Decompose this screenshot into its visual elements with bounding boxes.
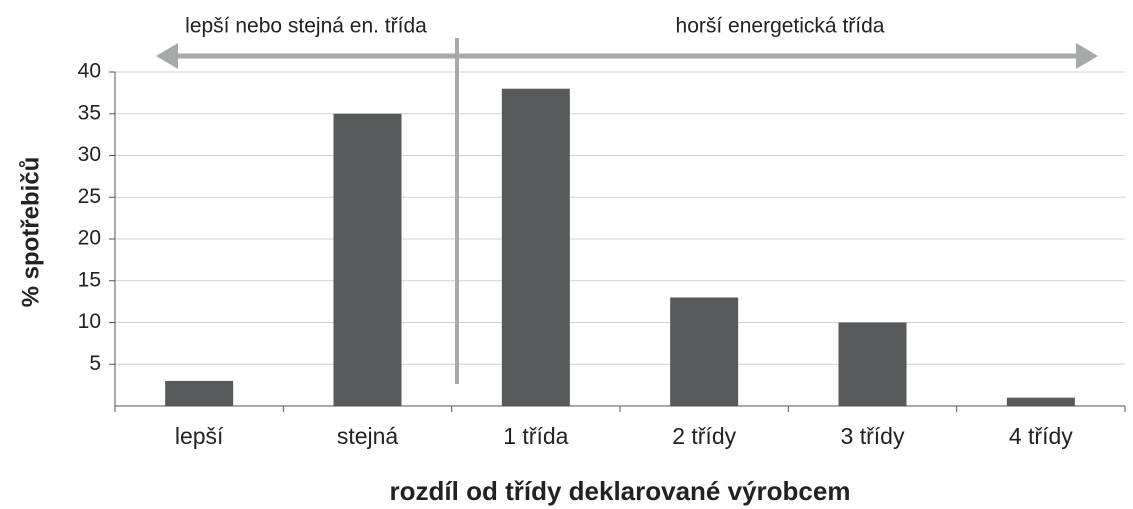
annotation: lepší nebo stejná en. třída [185, 15, 427, 38]
y-tick-label: 10 [78, 310, 101, 333]
bar-layer [165, 88, 1075, 406]
bar [165, 380, 234, 406]
annotation-bg [170, 10, 442, 40]
arrow-head-left [156, 43, 178, 69]
x-tick-label: 1 třída [503, 423, 568, 449]
bar [838, 322, 907, 406]
y-tick-label: 35 [78, 101, 101, 124]
bar [670, 297, 739, 406]
x-tick-label: stejná [337, 423, 399, 449]
bar [1006, 397, 1075, 406]
x-tick-label: lepší [175, 423, 224, 449]
y-tick-label: 40 [78, 60, 101, 83]
annotation: horší energetická třída [676, 15, 885, 38]
x-tick-label: 3 třídy [841, 423, 905, 449]
y-tick-label: 15 [78, 268, 101, 291]
y-tick-label: 20 [78, 227, 101, 250]
bar [333, 113, 402, 406]
y-tick-label: 30 [78, 143, 101, 166]
y-tick-label: 5 [89, 352, 101, 375]
x-axis-title: rozdíl od třídy deklarované výrobcem [390, 476, 851, 506]
arrow-head-right [1076, 43, 1098, 69]
y-axis-title: % spotřebičů [17, 157, 44, 308]
bar [501, 88, 570, 406]
y-tick-label: 25 [78, 185, 101, 208]
annotation-bg [660, 10, 900, 40]
x-tick-label: 2 třídy [672, 423, 736, 449]
x-tick-label: 4 třídy [1009, 423, 1073, 449]
grid-layer [115, 71, 1125, 365]
